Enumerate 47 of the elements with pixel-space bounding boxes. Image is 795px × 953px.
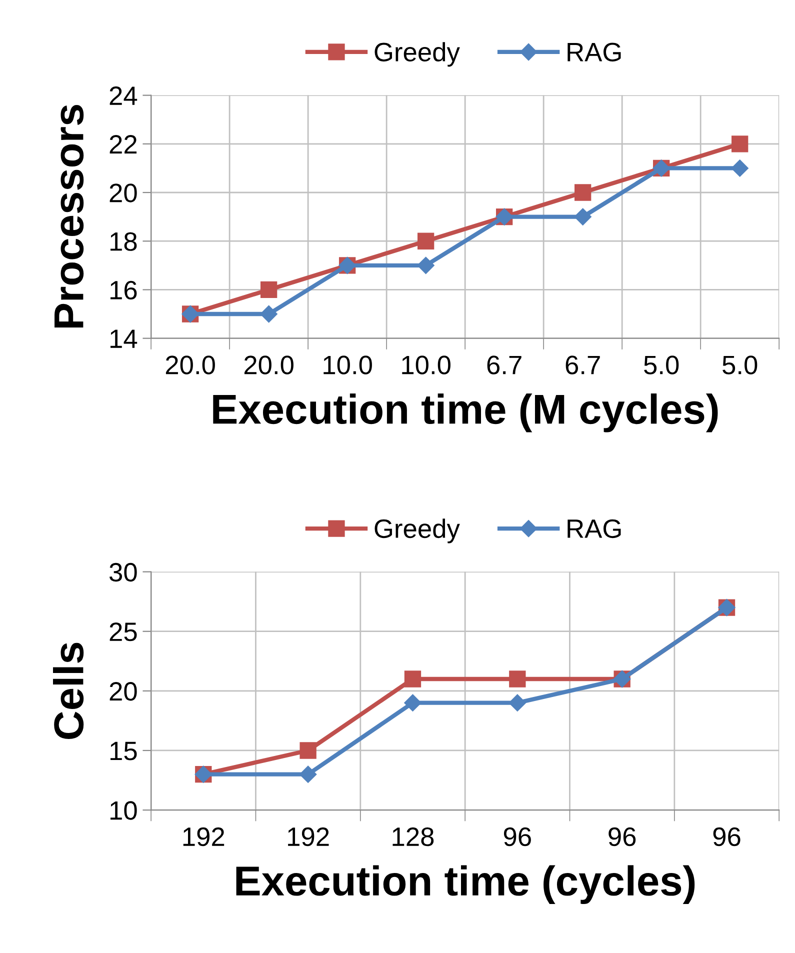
point [260,281,278,298]
x-tick-label: 6.7 [566,356,600,374]
point [260,305,278,323]
x-tick-label: 20.0 [166,356,215,374]
x-axis-title: Execution time (cycles) [236,865,695,904]
y-tick-label: 25 [110,622,137,642]
y-tick-label: 14 [110,330,138,348]
y-tick-label: 22 [110,135,137,154]
point [404,694,422,712]
x-tick-label: 96 [504,827,531,846]
x-tick-label: 192 [288,827,329,846]
y-tick-label: 16 [110,280,137,300]
point [509,670,526,688]
point [404,670,422,688]
point [417,256,434,274]
legend-label: Greedy [374,518,460,544]
point [417,232,434,250]
x-tick-label: 10.0 [402,356,450,374]
x-tick-label: 5.0 [722,356,758,374]
y-tick-label: 24 [110,86,138,105]
x-tick-label: 5.0 [644,356,679,374]
x-tick-label: 20.0 [244,356,294,374]
y-tick-label: 30 [110,562,137,582]
point [731,160,748,177]
legend-label: RAG [568,519,621,538]
legend-label: Greedy [374,42,460,67]
legend-label: RAG [568,42,621,62]
point [300,766,317,783]
point [574,184,592,201]
x-tick-label: 96 [608,827,636,846]
y-tick-label: 10 [110,801,137,820]
x-tick-label: 10.0 [324,356,372,374]
point [508,694,526,712]
y-tick-label: 18 [110,232,137,251]
point [732,136,748,152]
x-tick-label: 128 [392,827,434,846]
y-axis-title: Processors [54,105,84,328]
x-tick-label: 192 [183,827,224,846]
y-tick-label: 20 [110,682,137,701]
y-tick-label: 20 [110,184,137,202]
y-axis-title: Cells [53,642,84,740]
x-axis-title: Execution time (M cycles) [213,393,718,432]
x-tick-label: 96 [713,827,740,846]
x-tick-label: 6.7 [487,356,522,374]
point [574,208,592,226]
y-tick-label: 15 [110,742,137,760]
point [300,742,316,759]
